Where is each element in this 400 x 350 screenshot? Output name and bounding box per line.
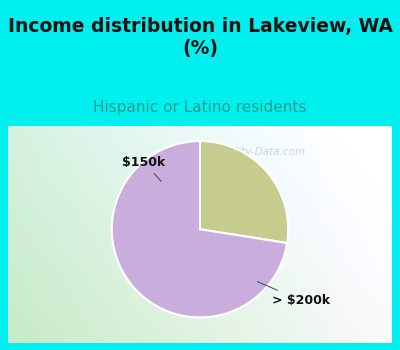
Text: $150k: $150k <box>122 156 166 181</box>
Wedge shape <box>200 141 288 243</box>
Text: > $200k: > $200k <box>257 281 330 307</box>
Text: Income distribution in Lakeview, WA
(%): Income distribution in Lakeview, WA (%) <box>8 17 392 58</box>
Text: Hispanic or Latino residents: Hispanic or Latino residents <box>93 100 307 114</box>
Wedge shape <box>112 141 287 317</box>
Text: City-Data.com: City-Data.com <box>232 147 306 157</box>
